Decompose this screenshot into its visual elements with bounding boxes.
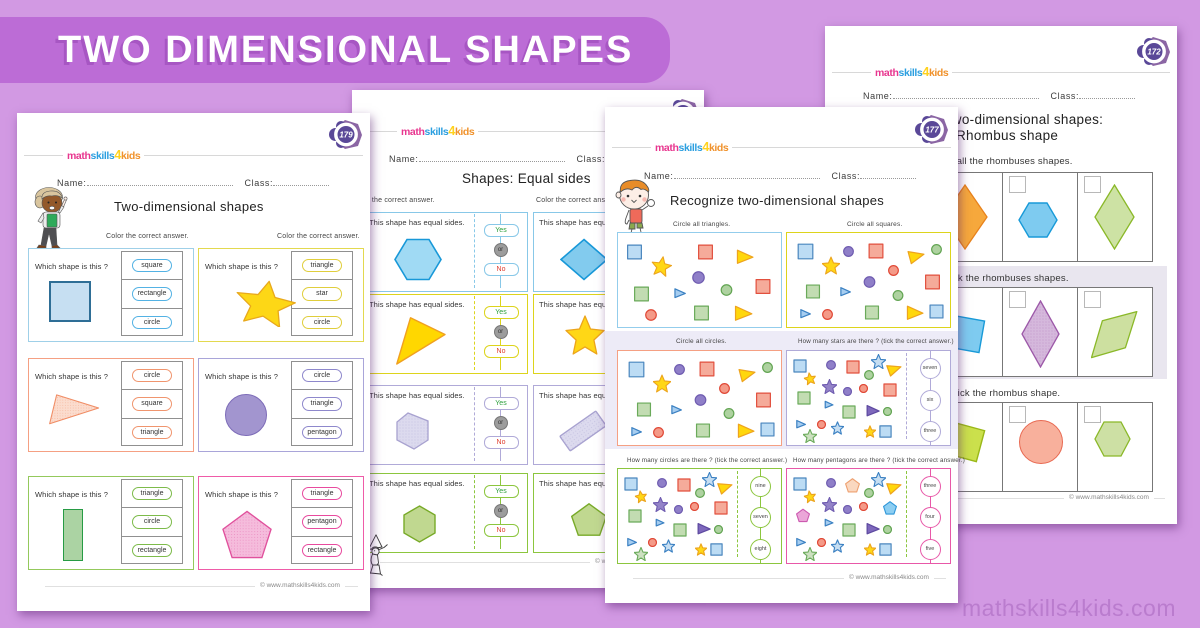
svg-text:177: 177: [925, 126, 939, 135]
svg-text:172: 172: [1147, 48, 1161, 57]
svg-text:179: 179: [339, 131, 353, 140]
